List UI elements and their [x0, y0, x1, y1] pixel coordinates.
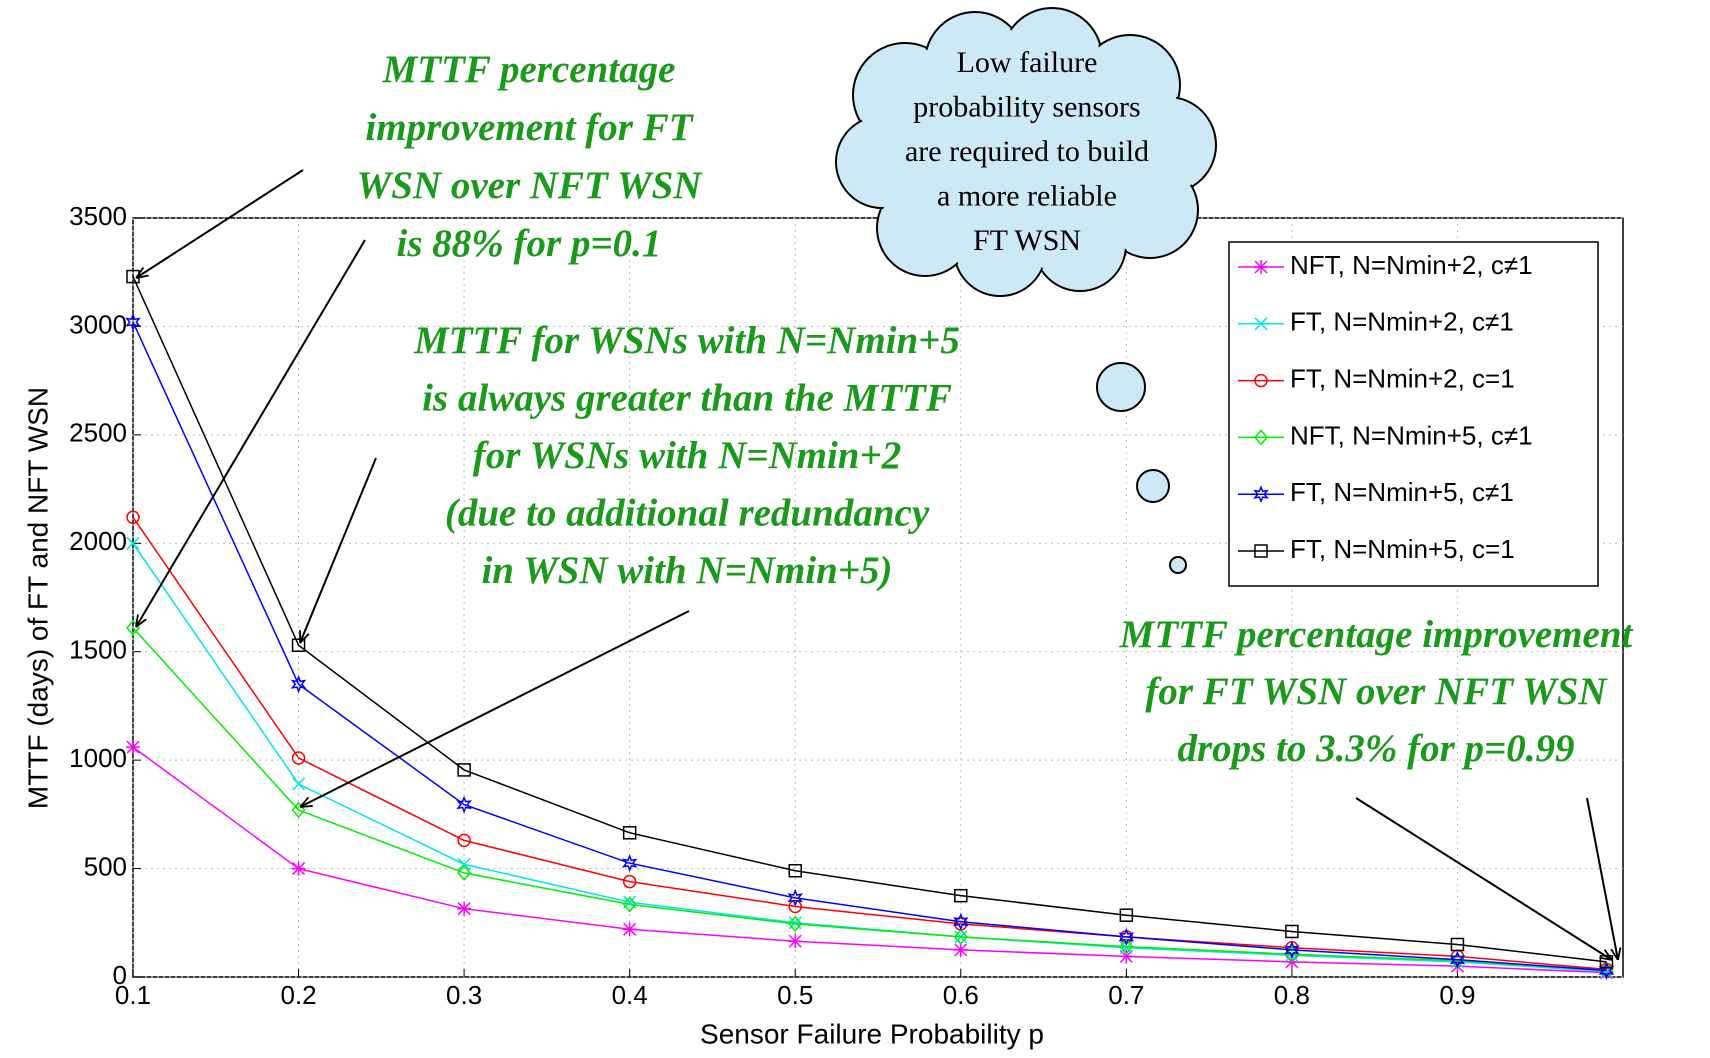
legend-label: FT, N=Nmin+5, c=1 — [1290, 534, 1515, 564]
legend-label: NFT, N=Nmin+5, c≠1 — [1290, 420, 1533, 450]
x-tick-label: 0.7 — [1108, 980, 1144, 1010]
annotation-line: WSN over NFT WSN — [357, 164, 704, 207]
x-tick-label: 0.9 — [1439, 980, 1475, 1010]
marker — [457, 902, 471, 916]
y-tick-label: 2500 — [69, 418, 127, 448]
annotation-line: for FT WSN over NFT WSN — [1145, 670, 1608, 713]
x-tick-label: 0.2 — [280, 980, 316, 1010]
annotation-line: are required to build — [905, 135, 1149, 168]
x-tick-label: 0.3 — [446, 980, 482, 1010]
annotation-line: MTTF for WSNs with N=Nmin+5 — [413, 319, 960, 362]
annotation-line: Low failure — [957, 46, 1098, 79]
annotation-line: for WSNs with N=Nmin+2 — [473, 434, 901, 477]
x-tick-label: 0.8 — [1274, 980, 1310, 1010]
marker — [623, 922, 637, 936]
annotation-line: MTTF percentage improvement — [1119, 613, 1634, 656]
annotation-line: in WSN with N=Nmin+5) — [481, 549, 892, 592]
marker — [126, 740, 140, 754]
x-tick-label: 0.4 — [612, 980, 648, 1010]
legend-label: FT, N=Nmin+2, c=1 — [1290, 363, 1515, 393]
legend: NFT, N=Nmin+2, c≠1 FT, N=Nmin+2, c≠1 FT, N… — [1229, 242, 1598, 586]
y-tick-label: 500 — [84, 851, 127, 881]
annotation-line: (due to additional redundancy — [445, 491, 930, 534]
x-axis-label: Sensor Failure Probability p — [700, 1018, 1044, 1049]
legend-label: FT, N=Nmin+2, c≠1 — [1290, 307, 1514, 337]
marker — [1254, 260, 1268, 274]
chart: 05001000150020002500300035000.10.20.30.4… — [0, 0, 1710, 1058]
y-axis-label: MTTF (days) of FT and NFT WSN — [22, 387, 53, 809]
x-tick-label: 0.1 — [115, 980, 151, 1010]
y-tick-label: 3000 — [69, 309, 127, 339]
annotation-line: is always greater than the MTTF — [422, 376, 952, 419]
x-tick-label: 0.6 — [943, 980, 979, 1010]
annotation-line: probability sensors — [913, 90, 1140, 123]
marker — [1119, 949, 1133, 963]
legend-label: FT, N=Nmin+5, c≠1 — [1290, 477, 1514, 507]
legend-label: NFT, N=Nmin+2, c≠1 — [1290, 250, 1533, 280]
annotation-line: a more reliable — [937, 179, 1117, 212]
y-tick-label: 1000 — [69, 743, 127, 773]
annotation-line: improvement for FT — [365, 106, 694, 149]
y-tick-label: 3500 — [69, 201, 127, 231]
annotation-line: drops to 3.3% for p=0.99 — [1177, 727, 1574, 770]
x-tick-label: 0.5 — [777, 980, 813, 1010]
annotation-line: MTTF percentage — [382, 48, 676, 91]
annotation-line: is 88% for p=0.1 — [397, 222, 662, 265]
annotation-line: FT WSN — [973, 224, 1081, 257]
marker — [788, 934, 802, 948]
y-tick-label: 1500 — [69, 635, 127, 665]
marker — [292, 862, 306, 876]
y-tick-label: 2000 — [69, 526, 127, 556]
